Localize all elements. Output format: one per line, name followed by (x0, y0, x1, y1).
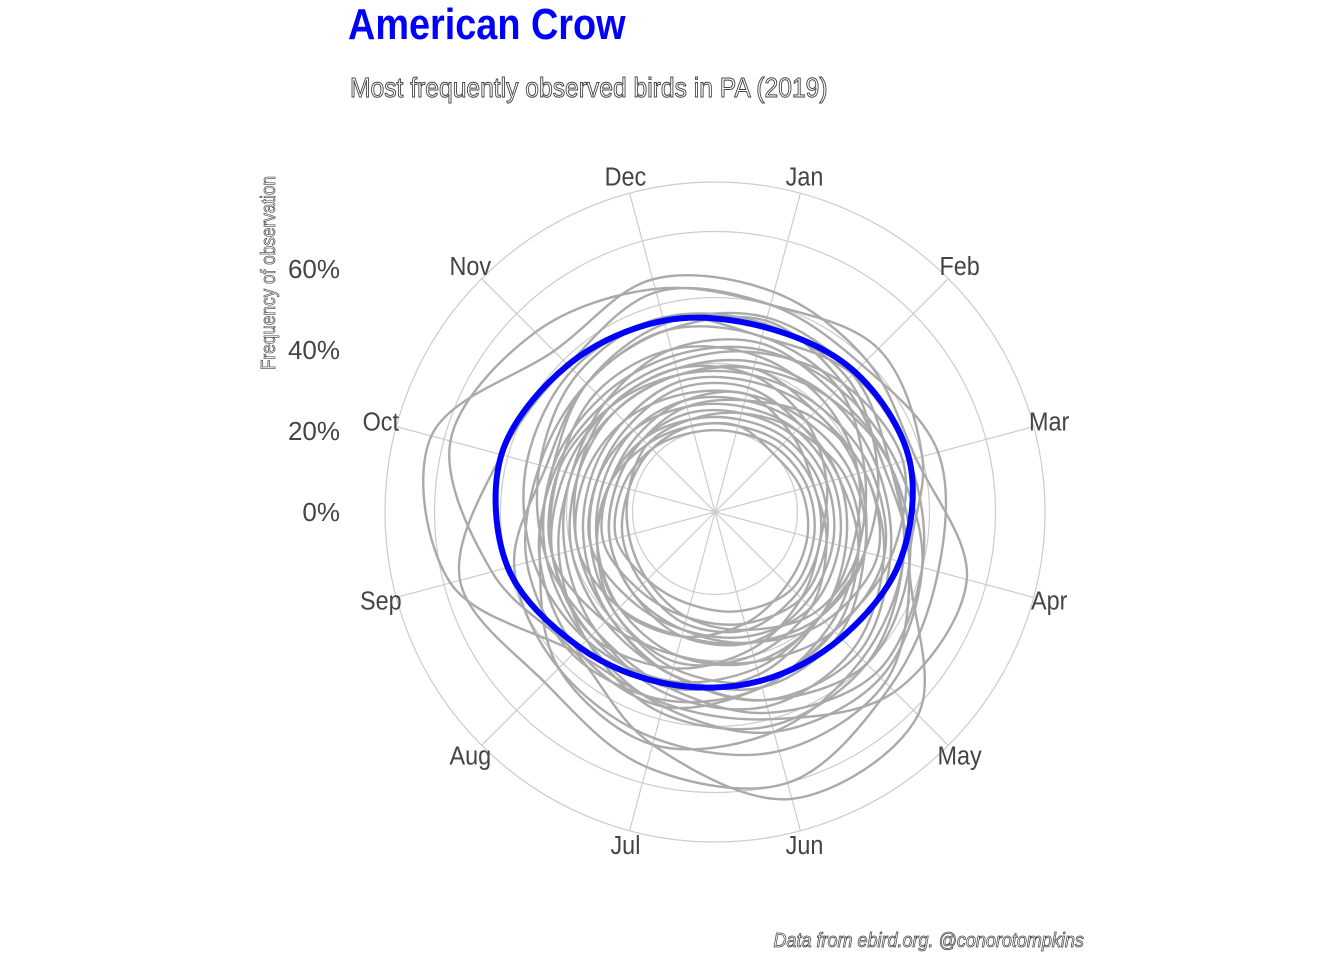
grid-spoke (396, 511, 716, 598)
species-line (542, 345, 924, 734)
month-label: Sep (360, 587, 402, 615)
highlight-line (492, 314, 916, 691)
grid-spoke (481, 278, 716, 513)
species-line (549, 364, 829, 670)
y-tick-label: 40% (288, 335, 340, 365)
y-axis-label: Frequency of observation (258, 175, 281, 371)
y-tick-label: 20% (288, 416, 340, 446)
species-line (595, 390, 828, 667)
month-label: Feb (940, 253, 980, 281)
chart-subtitle: Most frequently observed birds in PA (20… (350, 72, 828, 104)
month-label: Apr (1031, 587, 1067, 615)
other-species-lines (422, 274, 969, 801)
month-label: Jul (610, 832, 640, 860)
grid-spoke (714, 511, 1034, 598)
month-label: Oct (363, 408, 400, 436)
grid-spoke (714, 278, 949, 513)
month-label: Mar (1029, 408, 1069, 436)
grid-spoke (714, 511, 801, 831)
species-line (595, 421, 810, 639)
species-line (613, 429, 816, 613)
species-line (538, 311, 906, 751)
month-label: Dec (605, 164, 647, 192)
y-tick-label: 0% (302, 497, 340, 527)
month-label: Jan (786, 164, 824, 192)
axis-labels: Jan Feb Mar Apr May Jun Jul Aug Sep Oct Nov Dec 0% 20… (288, 164, 1069, 861)
chart-caption: Data from ebird.org. @conorotompkins (773, 930, 1084, 953)
grid-circle (433, 230, 997, 794)
species-line (522, 312, 880, 684)
grid-spoke (629, 193, 716, 513)
polar-grid (384, 181, 1046, 843)
highlight-series-line (492, 314, 916, 691)
grid-spoke (481, 511, 716, 746)
grid-spoke (714, 511, 949, 746)
chart-title: American Crow (348, 0, 626, 49)
month-label: Nov (450, 253, 492, 281)
grid-circle (384, 181, 1046, 843)
grid-spoke (714, 426, 1034, 513)
month-label: Jun (786, 832, 824, 860)
month-label: May (938, 742, 983, 770)
month-label: Aug (450, 742, 492, 770)
grid-spoke (629, 511, 716, 831)
y-tick-label: 60% (288, 254, 340, 284)
